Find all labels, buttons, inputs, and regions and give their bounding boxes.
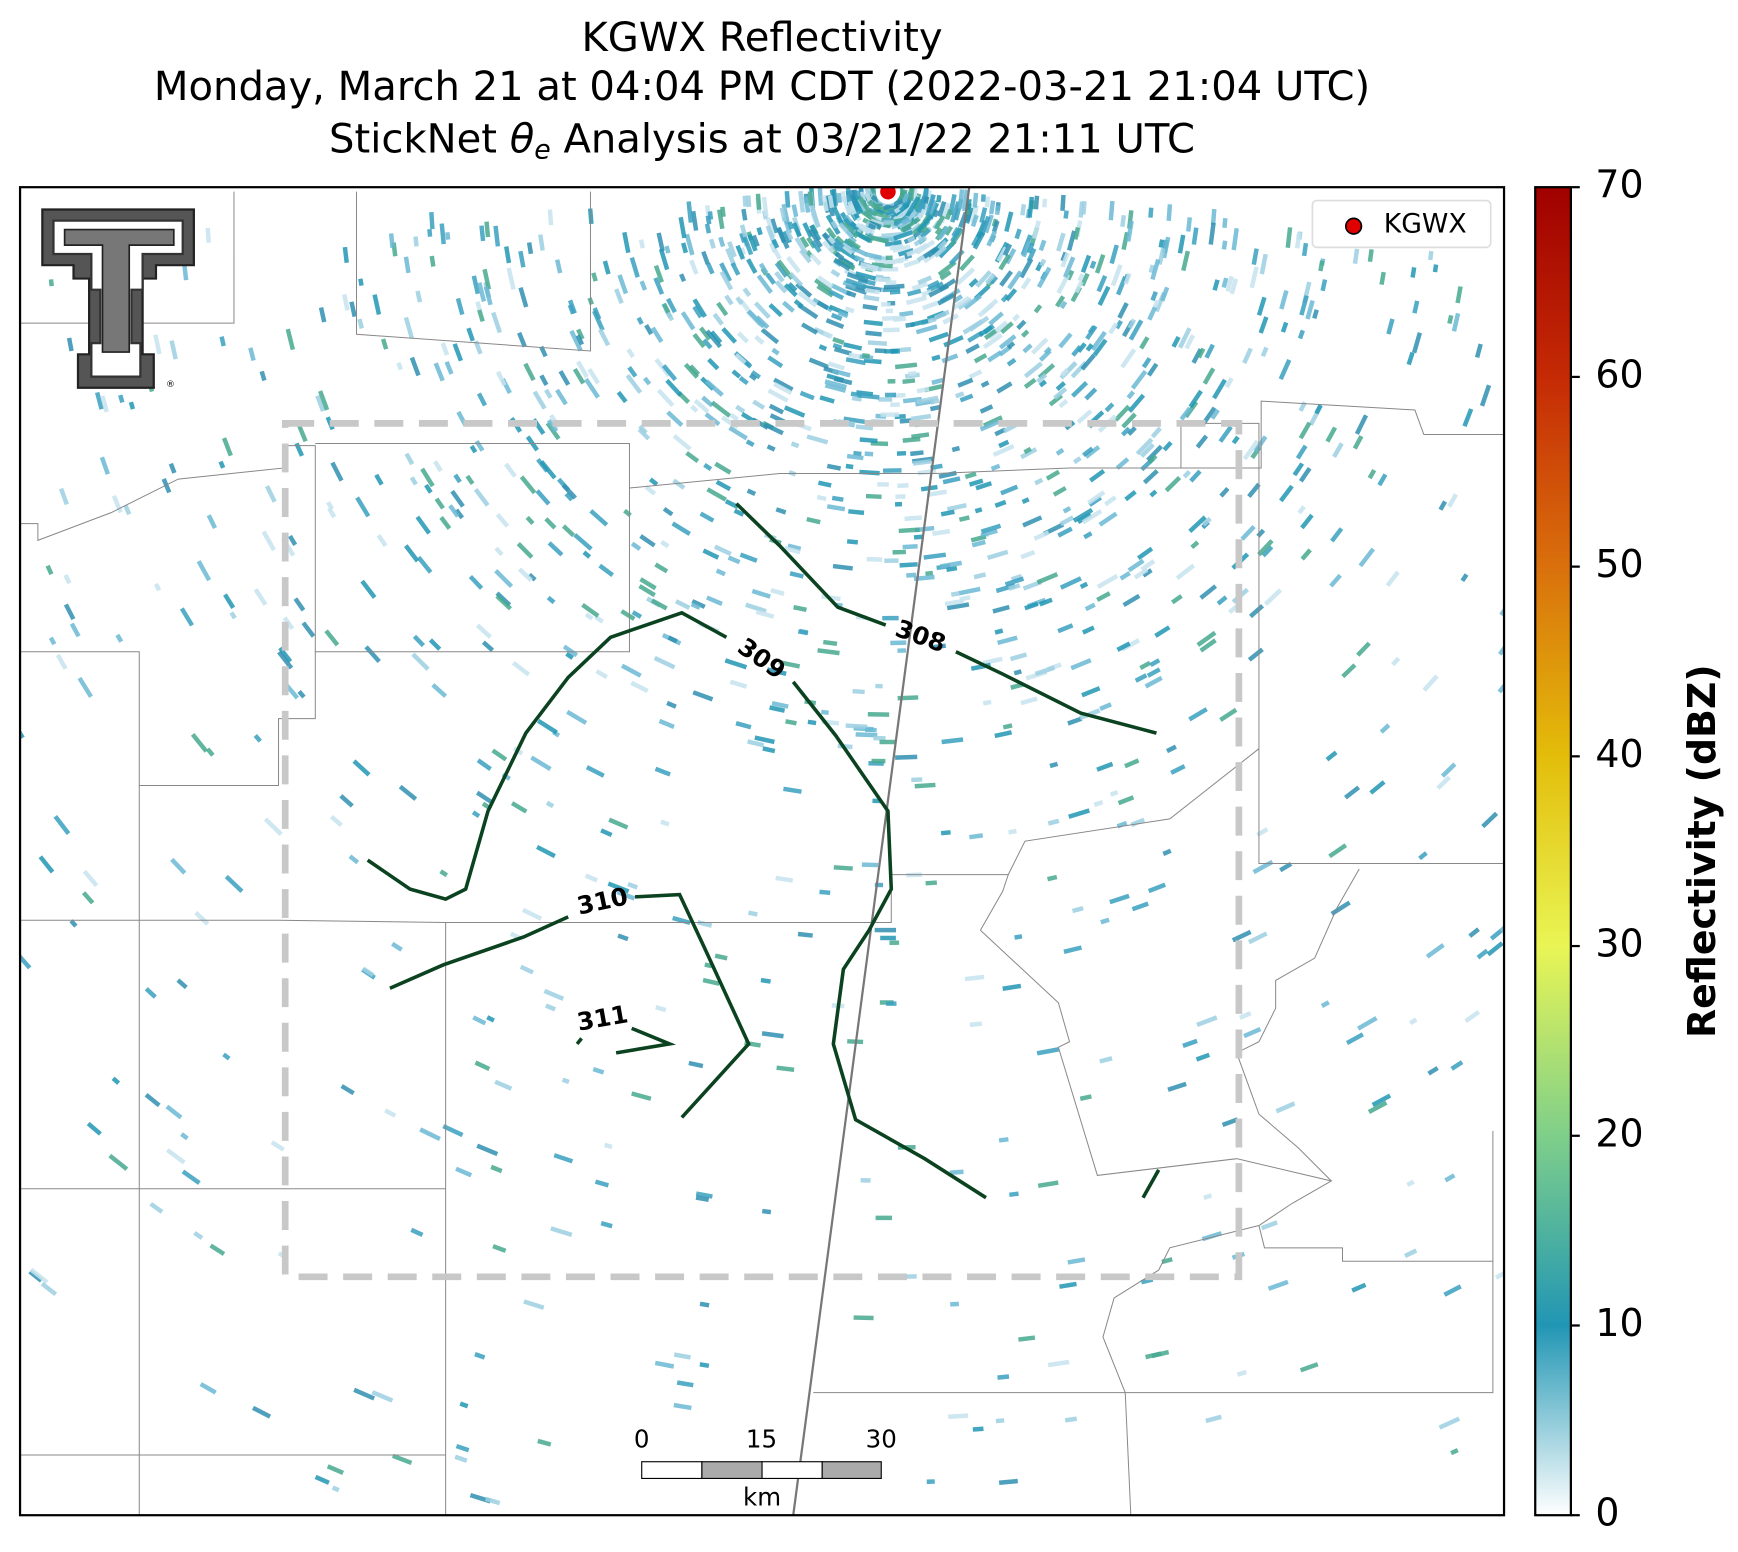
contour-label: 309 (733, 632, 792, 685)
county-borders (20, 191, 1505, 1516)
contour-line (791, 680, 987, 1200)
radar-site (875, 187, 901, 204)
scale-segment (761, 1461, 823, 1479)
colorbar-tick-label: 30 (1595, 922, 1643, 966)
radar-echoes (20, 187, 1505, 1506)
contour-line (1141, 1168, 1161, 1199)
scale-segment (821, 1461, 882, 1479)
radar-radial (792, 187, 971, 1516)
contour-line (615, 1026, 677, 1055)
colorbar-tick-label: 40 (1595, 732, 1643, 776)
analysis-text: Analysis at 03/21/22 21:11 UTC (551, 117, 1195, 163)
contour-label: 310 (574, 881, 630, 920)
colorbar-tick-label: 20 (1595, 1111, 1643, 1155)
scale-unit: km (743, 1482, 781, 1511)
scale-segment (701, 1461, 763, 1479)
scale-tick-label: 15 (746, 1425, 777, 1454)
scale-tick-label: 30 (866, 1425, 897, 1454)
scale-bar: km 0 15 30 (634, 1425, 897, 1512)
colorbar-label: Reflectivity (dBZ) (1680, 664, 1724, 1038)
legend-marker (1345, 217, 1363, 235)
theta-subscript: e (534, 134, 550, 165)
contour-line (389, 915, 569, 990)
colorbar-tick-label: 0 (1595, 1491, 1619, 1535)
contour-line (634, 892, 751, 1119)
title: KGWX Reflectivity (581, 15, 942, 61)
colorbar-fill (1534, 186, 1572, 1517)
analysis-text: StickNet (329, 117, 510, 163)
analysis-domain (281, 420, 1243, 1281)
analysis-title: StickNet θe Analysis at 03/21/22 21:11 U… (329, 117, 1195, 165)
legend: KGWX (1311, 199, 1492, 249)
scale-segment (641, 1461, 703, 1479)
colorbar: Reflectivity (dBZ) 0 10 20 30 40 50 60 70 (1534, 163, 1724, 1535)
registered-mark: ® (166, 380, 175, 390)
colorbar-tick-label: 10 (1595, 1301, 1643, 1345)
contour-line (575, 1037, 583, 1046)
colorbar-tick-label: 60 (1595, 352, 1643, 396)
contour-line (955, 650, 1157, 735)
colorbar-tick-label: 70 (1595, 163, 1643, 207)
colorbar-tick-label: 50 (1595, 542, 1643, 586)
subtitle: Monday, March 21 at 04:04 PM CDT (2022-0… (154, 64, 1370, 110)
map-frame (18, 186, 1506, 1517)
scale-tick-label: 0 (634, 1425, 650, 1454)
legend-box (1311, 199, 1492, 249)
theta-symbol: θ (510, 117, 535, 163)
contour-label: 311 (575, 999, 630, 1036)
ttu-logo: ® (41, 208, 195, 390)
contour-line (366, 610, 728, 902)
contour-line (735, 502, 887, 627)
legend-label: KGWX (1384, 209, 1467, 240)
